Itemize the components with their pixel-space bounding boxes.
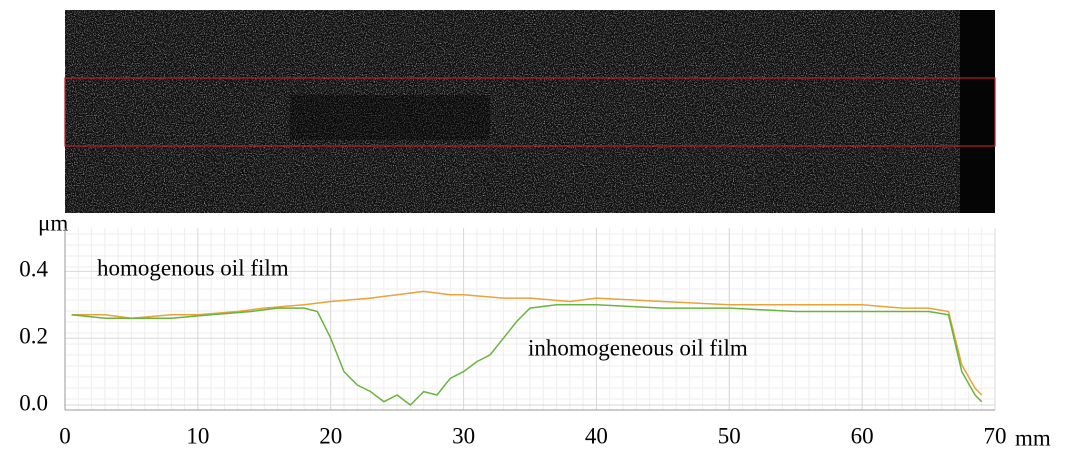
annotation: homogenous oil film xyxy=(97,255,289,280)
x-tick-label: 70 xyxy=(984,423,1007,448)
y-axis-label: μm xyxy=(38,210,68,235)
x-axis-label: mm xyxy=(1015,425,1051,450)
data-line xyxy=(71,290,983,396)
x-tick-label: 20 xyxy=(319,423,342,448)
y-tick-label: 0.2 xyxy=(19,323,48,348)
annotation: inhomogeneous oil film xyxy=(528,335,748,360)
x-tick-label: 50 xyxy=(718,423,741,448)
y-tick-label: 0.4 xyxy=(19,257,48,282)
data-line xyxy=(71,304,983,406)
x-tick-label: 40 xyxy=(585,423,608,448)
y-tick-label: 0.0 xyxy=(19,390,48,415)
x-tick-label: 10 xyxy=(186,423,209,448)
x-tick-label: 0 xyxy=(59,423,71,448)
x-tick-label: 60 xyxy=(851,423,874,448)
plot-area: 0 10 20 30 40 50 60 70 0.0 0.2 0.4 xyxy=(19,228,1007,448)
x-tick-label: 30 xyxy=(452,423,475,448)
micrograph xyxy=(64,10,996,213)
